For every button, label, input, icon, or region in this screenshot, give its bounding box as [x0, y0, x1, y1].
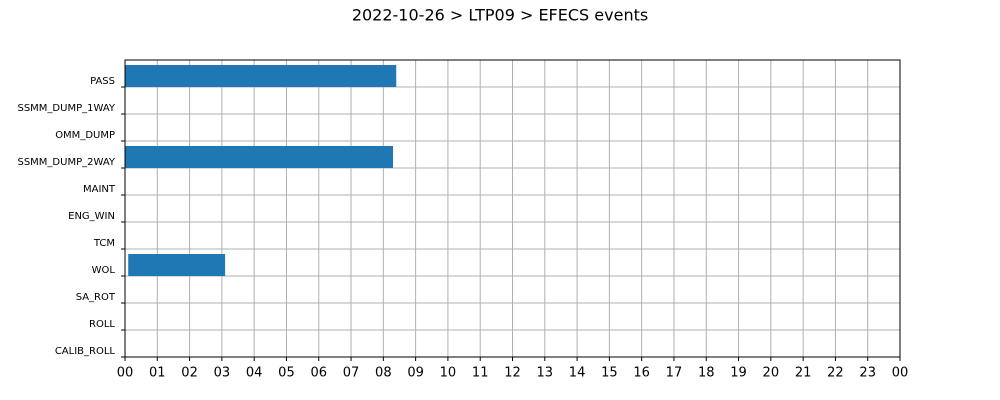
x-tick-label: 08 — [375, 366, 392, 381]
y-tick-label: SA_ROT — [76, 292, 116, 303]
y-tick-label: CALIB_ROLL — [55, 346, 116, 357]
x-tick-label: 20 — [763, 366, 780, 381]
y-tick-label: SSMM_DUMP_1WAY — [17, 103, 115, 114]
x-tick-label: 22 — [827, 366, 844, 381]
y-tick-label: PASS — [90, 76, 115, 87]
x-tick-label: 04 — [246, 366, 263, 381]
x-tick-label: 13 — [537, 366, 554, 381]
x-tick-label: 21 — [795, 366, 812, 381]
y-tick-label: SSMM_DUMP_2WAY — [17, 157, 115, 168]
x-tick-label: 15 — [601, 366, 618, 381]
x-tick-label: 05 — [278, 366, 295, 381]
y-tick-label: ROLL — [89, 319, 115, 330]
y-tick-label: MAINT — [83, 184, 116, 195]
x-tick-label: 01 — [149, 366, 166, 381]
x-tick-label: 02 — [181, 366, 198, 381]
bar — [125, 146, 394, 168]
y-tick-label: TCM — [93, 238, 115, 249]
bar — [128, 254, 226, 276]
x-tick-label: 10 — [440, 366, 457, 381]
x-tick-label: 19 — [730, 366, 747, 381]
y-tick-label: WOL — [92, 265, 116, 276]
x-tick-label: 07 — [343, 366, 360, 381]
x-tick-label: 18 — [698, 366, 715, 381]
plot-frame — [124, 59, 901, 358]
x-tick-label: 14 — [569, 366, 586, 381]
x-tick-label: 00 — [892, 366, 909, 381]
x-tick-label: 11 — [472, 366, 489, 381]
x-tick-label: 12 — [504, 366, 521, 381]
x-tick-label: 00 — [117, 366, 134, 381]
y-tick-label: ENG_WIN — [68, 211, 115, 222]
bar — [125, 65, 397, 87]
x-tick-label: 17 — [666, 366, 683, 381]
x-tick-label: 06 — [310, 366, 327, 381]
x-tick-label: 03 — [214, 366, 231, 381]
x-tick-label: 23 — [859, 366, 876, 381]
y-tick-label: OMM_DUMP — [55, 130, 115, 141]
chart-title: 2022-10-26 > LTP09 > EFECS events — [352, 6, 648, 25]
x-tick-label: 16 — [633, 366, 650, 381]
x-tick-label: 09 — [407, 366, 424, 381]
